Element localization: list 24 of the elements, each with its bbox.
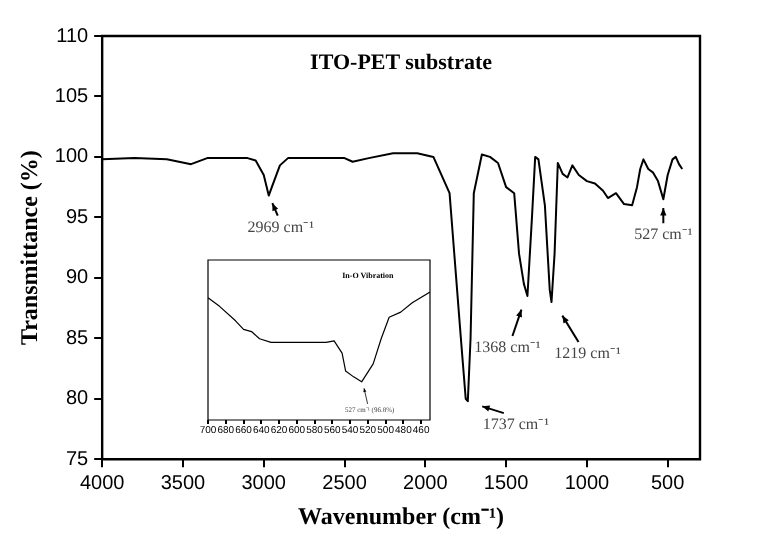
y-tick-label: 95 (65, 206, 90, 229)
x-tick-label: 500 (651, 472, 686, 495)
annotation: 1368 cm⁻¹ (474, 338, 542, 357)
y-tick-label: 85 (65, 327, 90, 350)
annotation: 1219 cm⁻¹ (554, 344, 622, 363)
x-tick-label: 1500 (483, 472, 530, 495)
y-tick-label: 80 (65, 388, 90, 411)
x-tick-label: 3000 (241, 472, 287, 495)
x-axis-title: Wavenumber (cm⁻¹) (298, 501, 505, 530)
x-tick-label: 2000 (403, 472, 449, 495)
x-tick-label: 2500 (322, 472, 368, 495)
y-tick-label: 75 (65, 448, 90, 471)
x-tick-label: 1000 (564, 472, 611, 495)
y-tick-label: 105 (54, 85, 90, 108)
y-tick-label: 90 (65, 267, 90, 290)
annotation: 1737 cm⁻¹ (482, 415, 551, 434)
annotation: 2969 cm⁻¹ (247, 217, 316, 236)
x-tick-label: 3500 (160, 472, 207, 495)
y-tick-label: 100 (54, 146, 90, 169)
text: ITO-PET substrate (310, 50, 493, 75)
y-tick-label: 110 (56, 25, 90, 48)
x-tick-label: 4000 (79, 472, 126, 495)
annotation: 527 cm⁻¹ (634, 225, 694, 244)
y-axis-title: Transmittance (%) (14, 150, 43, 346)
